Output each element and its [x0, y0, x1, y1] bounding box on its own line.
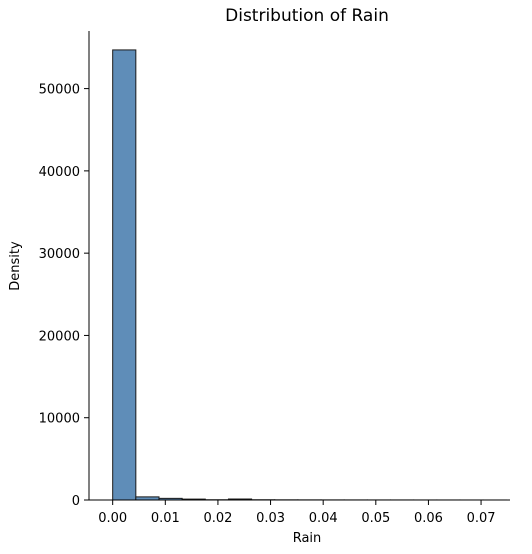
y-tick-label: 20000: [39, 329, 80, 344]
y-tick-label: 10000: [39, 412, 80, 427]
histogram-bar: [112, 49, 137, 501]
y-axis-label: Density: [8, 241, 23, 291]
chart-title: Distribution of Rain: [225, 6, 389, 26]
x-tick-label: 0.02: [203, 511, 232, 526]
x-tick-label: 0.01: [151, 511, 180, 526]
x-tick-label: 0.03: [256, 511, 285, 526]
x-tick-label: 0.04: [309, 511, 338, 526]
x-tick-label: 0.00: [98, 511, 127, 526]
y-axis-ticks: 0 10000 20000 30000 40000 50000: [39, 83, 89, 509]
x-tick-label: 0.05: [361, 511, 390, 526]
y-tick-label: 0: [72, 494, 80, 509]
y-tick-label: 40000: [39, 165, 80, 180]
y-tick-label: 50000: [39, 83, 80, 98]
y-tick-label: 30000: [39, 247, 80, 262]
x-axis-ticks: 0.00 0.01 0.02 0.03 0.04 0.05 0.06 0.07: [98, 500, 496, 526]
histogram-bars: [112, 49, 507, 501]
x-tick-label: 0.06: [414, 511, 443, 526]
x-axis-label: Rain: [293, 531, 322, 546]
x-tick-label: 0.07: [467, 511, 496, 526]
